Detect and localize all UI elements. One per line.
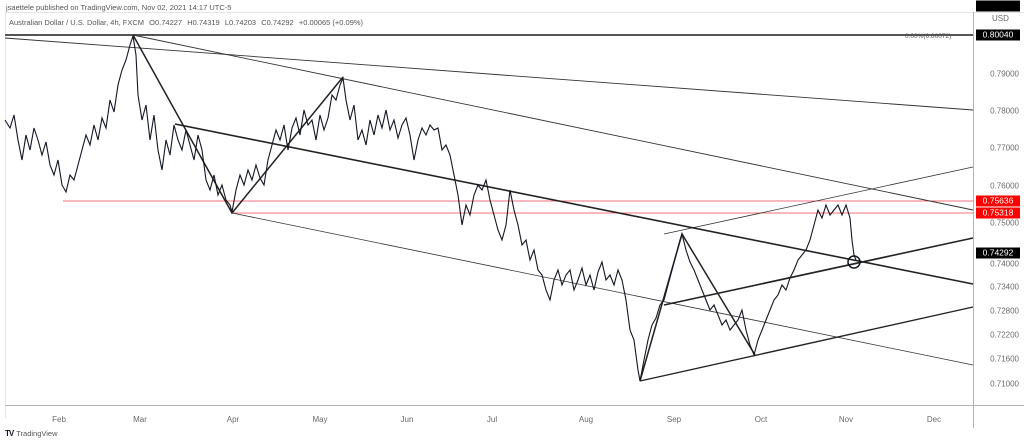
price-tick: 0.75000 [990,218,1019,228]
price-tick: 0.79000 [990,69,1019,79]
symbol-name[interactable]: Australian Dollar / U.S. Dollar, 4h, FXC… [9,18,145,27]
tradingview-logo-icon: TV [5,429,14,438]
price-badge-last: 0.74292 [976,247,1020,259]
publisher-line: jsaettele published on TradingView.com, … [6,3,232,12]
ohlc-close: C0.74292 [261,18,294,27]
trendline-lower-channel[interactable] [231,212,974,366]
trendline-median-ascending[interactable] [663,237,974,306]
ohlc-open: O0.74227 [149,18,183,27]
month-label: Sep [666,415,682,424]
price-axis[interactable]: 0.79000 0.78000 0.77000 0.76000 0.75000 … [973,12,1024,405]
price-tick: 0.71000 [990,379,1019,389]
symbol-legend: Australian Dollar / U.S. Dollar, 4h, FXC… [9,18,366,27]
month-label: Oct [754,415,768,424]
trendline-parallel-upper[interactable] [663,166,974,235]
price-badge-resistance-1: 0.75636 [976,195,1020,207]
trendline-long-upper[interactable] [4,37,974,111]
price-series [4,35,857,382]
trendline-main-descending[interactable] [174,123,974,285]
trendline-lower-ascending[interactable] [639,306,974,382]
month-label: Jun [400,415,414,424]
axis-corner [973,405,1024,428]
price-badge-resistance-2: 0.75318 [976,207,1020,219]
month-label: Nov [838,415,854,424]
price-tick: 0.71600 [990,354,1019,364]
month-label: May [312,415,328,424]
month-label: Feb [52,415,66,424]
currency-label: USD [990,14,1011,23]
time-axis[interactable]: Feb Mar Apr May Jun Jul Aug Sep Oct Nov … [5,405,973,428]
tradingview-logo[interactable]: TV TradingView [5,429,58,438]
price-badge-top-level: 0.80040 [976,29,1020,41]
tradingview-brand: TradingView [16,429,58,438]
trendline-upper-channel[interactable] [132,34,974,211]
chart-frame [5,12,1024,418]
price-badge-partial [976,0,1020,12]
month-label: Dec [926,415,942,424]
price-tick: 0.73400 [990,282,1019,292]
price-tick: 0.78000 [990,106,1019,116]
fib-level-label: 0.00%(0.80072) [905,33,952,40]
price-tick: 0.76000 [990,181,1019,191]
month-label: Apr [226,415,240,424]
price-tick: 0.74000 [990,259,1019,269]
month-label: Mar [133,415,147,424]
ohlc-low: L0.74203 [224,18,257,27]
price-tick: 0.77000 [990,143,1019,153]
month-label: Aug [578,415,594,424]
month-label: Jul [486,415,498,424]
zigzag-pattern-h1[interactable] [132,34,344,215]
circle-marker[interactable] [847,255,861,269]
price-tick: 0.72800 [990,306,1019,316]
ohlc-change: +0.00065 (+0.09%) [298,18,364,27]
ohlc-high: H0.74319 [187,18,220,27]
price-tick: 0.72200 [990,330,1019,340]
